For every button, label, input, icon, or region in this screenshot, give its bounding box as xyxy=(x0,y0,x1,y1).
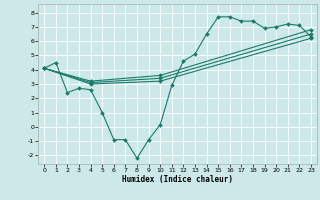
X-axis label: Humidex (Indice chaleur): Humidex (Indice chaleur) xyxy=(122,175,233,184)
